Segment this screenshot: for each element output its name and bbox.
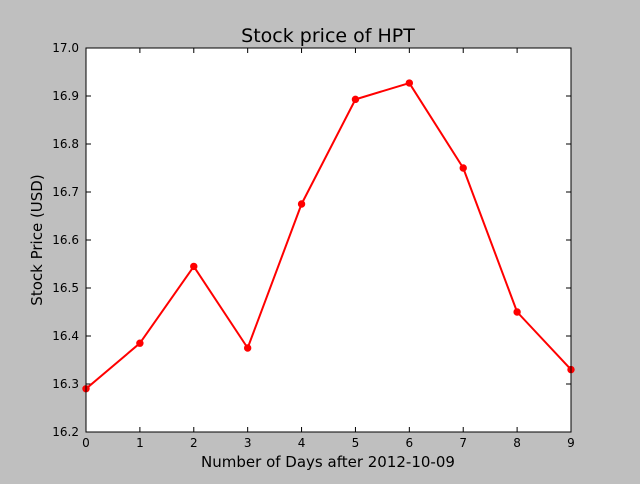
data-point [352,96,358,102]
data-point [460,165,466,171]
y-tick-label: 16.5 [52,281,79,295]
x-tick-label: 2 [190,436,198,450]
chart-title: Stock price of HPT [241,25,415,47]
data-point [191,263,197,269]
y-tick-label: 16.4 [52,329,79,343]
x-tick-label: 6 [406,436,414,450]
data-point [514,309,520,315]
y-tick-label: 16.2 [52,425,79,439]
x-tick-label: 8 [513,436,521,450]
data-point [137,340,143,346]
data-point [406,80,412,86]
x-tick-label: 9 [567,436,575,450]
plot-area [86,48,571,432]
data-point [244,345,250,351]
x-tick-label: 7 [459,436,467,450]
y-axis-label: Stock Price (USD) [28,174,46,305]
x-tick-label: 3 [244,436,252,450]
y-tick-label: 16.6 [52,233,79,247]
x-tick-label: 5 [352,436,360,450]
data-point [298,201,304,207]
y-tick-label: 16.3 [52,377,79,391]
x-tick-label: 0 [82,436,90,450]
x-axis-label: Number of Days after 2012-10-09 [201,453,455,471]
x-tick-label: 4 [298,436,306,450]
y-tick-label: 16.7 [52,185,79,199]
y-tick-label: 16.9 [52,89,79,103]
x-tick-label: 1 [136,436,144,450]
y-tick-label: 16.8 [52,137,79,151]
y-tick-label: 17.0 [52,41,79,55]
